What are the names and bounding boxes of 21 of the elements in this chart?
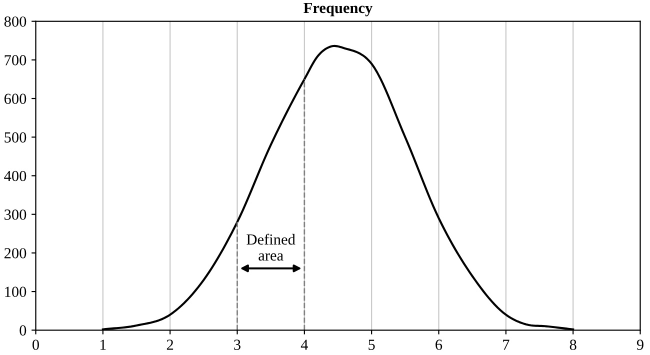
annotation: Defined area: [246, 234, 296, 261]
x-tick-label: 8: [570, 340, 576, 350]
y-tick-label: 400: [4, 170, 26, 182]
x-tick-label: 0: [32, 340, 39, 350]
x-tick-label: 6: [436, 340, 442, 350]
y-tick-label: 300: [4, 209, 26, 220]
y-tick-label: 500: [4, 132, 26, 143]
y-tick-label: 0: [20, 325, 26, 336]
y-tick-label: 800: [4, 16, 26, 27]
x-tick-label: 4: [300, 340, 308, 350]
y-tick-label: 600: [4, 94, 26, 104]
x-tick-label: 5: [368, 340, 375, 350]
x-tick-label: 7: [503, 340, 510, 350]
y-tick-label: 100: [5, 286, 26, 297]
x-tick-label: 2: [166, 340, 174, 350]
chart-title: Frequency: [304, 2, 373, 16]
x-tick-label: 3: [234, 340, 240, 350]
y-tick-label: 700: [4, 55, 26, 66]
y-tick-label: 200: [4, 248, 26, 258]
x-tick-label: 9: [636, 340, 644, 350]
x-tick-label: 1: [100, 340, 106, 350]
